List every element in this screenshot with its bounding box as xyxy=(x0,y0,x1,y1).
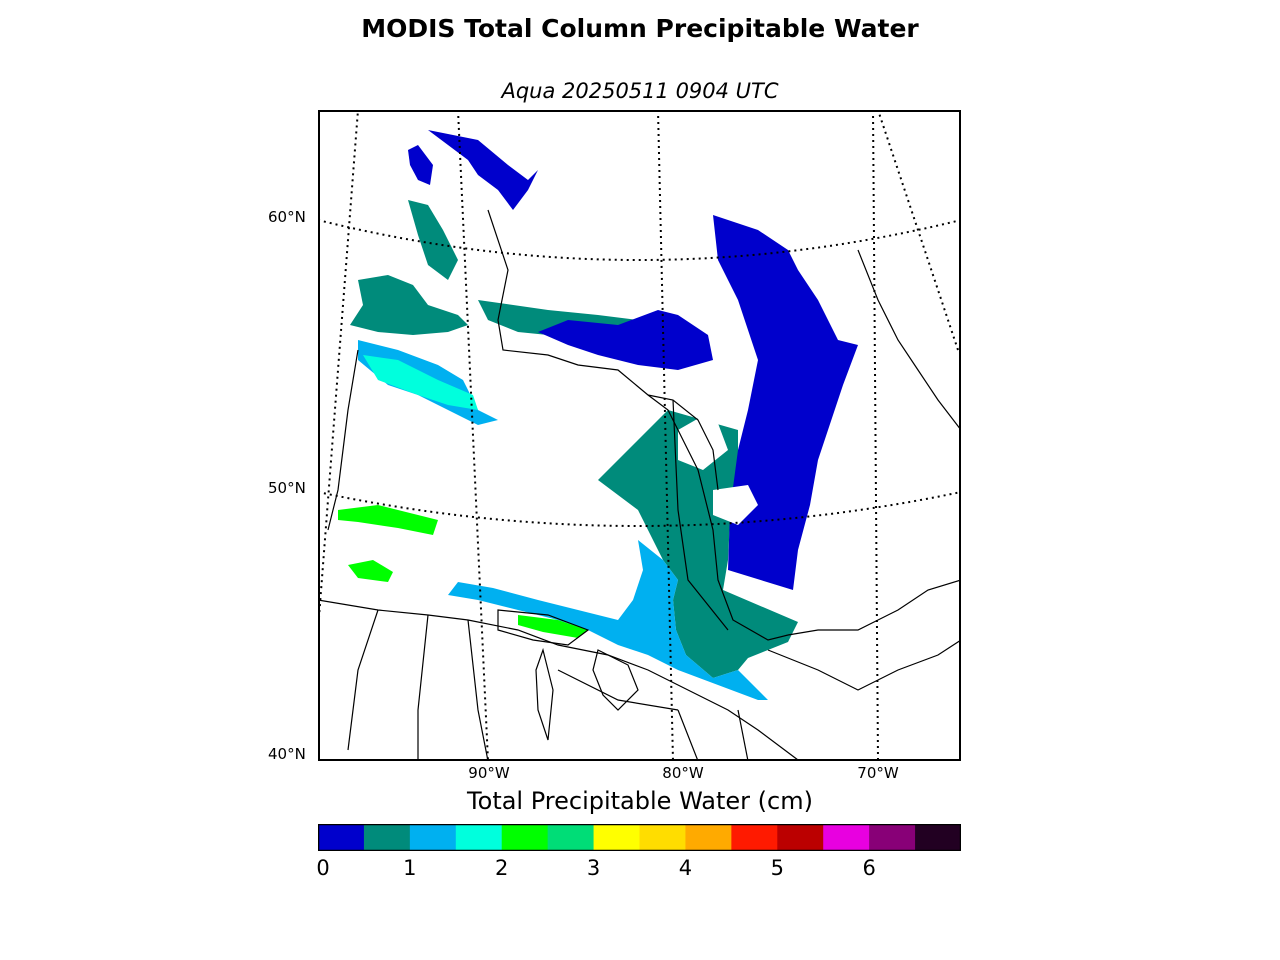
labrador-coast xyxy=(857,249,961,431)
figure-subtitle: Aqua 20250511 0904 UTC xyxy=(501,79,779,103)
colorbar-segment xyxy=(639,824,686,851)
colorbar-tick-label: 1 xyxy=(403,856,417,880)
atlantic-coast xyxy=(787,579,961,636)
colorbar-tick-label: 2 xyxy=(495,856,509,880)
swath-blue-nw xyxy=(408,145,433,185)
coastlines-and-borders xyxy=(318,209,961,761)
swath-cyan-west xyxy=(363,355,478,410)
colorbar-segment xyxy=(318,824,365,851)
swath-green-superior xyxy=(518,615,588,638)
precipitable-water-map xyxy=(318,110,961,761)
swath-teal-band xyxy=(598,410,798,678)
colorbar-segment xyxy=(869,824,916,851)
lat-label-40n: 40°N xyxy=(268,745,306,763)
swath-teal-west xyxy=(350,275,468,335)
colorbar xyxy=(318,824,961,851)
swath-green-sw xyxy=(348,560,393,582)
colorbar-segment xyxy=(593,824,640,851)
colorbar-segment xyxy=(731,824,778,851)
colorbar-segment xyxy=(547,824,595,851)
colorbar-segment xyxy=(777,824,824,851)
colorbar-tick-label: 0 xyxy=(316,856,330,880)
map-panel xyxy=(318,110,961,761)
gulf-st-lawrence xyxy=(767,639,961,691)
swath-green-minnesota xyxy=(338,505,438,535)
lon-label-70w: 70°W xyxy=(857,764,899,782)
figure-title: MODIS Total Column Precipitable Water xyxy=(361,14,919,43)
province-border-on-mb xyxy=(327,349,359,531)
graticule xyxy=(318,110,961,761)
us-canada-border xyxy=(318,599,799,761)
colorbar-border xyxy=(318,824,961,851)
lake-michigan xyxy=(535,647,554,741)
colorbar-segment xyxy=(409,824,457,851)
lon-label-90w: 90°W xyxy=(468,764,510,782)
swath-lightblue-greatlakes xyxy=(448,540,768,700)
meridian-80w xyxy=(657,110,674,761)
colorbar-segment xyxy=(363,824,411,851)
colorbar-segment xyxy=(455,824,503,851)
lat-label-50n: 50°N xyxy=(268,479,306,497)
cloud-gap xyxy=(713,485,758,525)
colorbar-segment xyxy=(823,824,870,851)
swath-teal-nw xyxy=(408,200,458,280)
parallel-50n xyxy=(318,491,961,527)
hudson-bay-coast xyxy=(487,209,789,641)
lat-label-60n: 60°N xyxy=(268,208,306,226)
james-bay-coast xyxy=(647,394,719,491)
colorbar-tick-label: 5 xyxy=(770,856,784,880)
colorbar-tick-label: 3 xyxy=(586,856,601,880)
colorbar-tick-label: 6 xyxy=(862,856,876,880)
lake-superior xyxy=(497,609,590,646)
province-border-on-qc xyxy=(672,399,729,631)
colorbar-segment xyxy=(685,824,732,851)
us-states xyxy=(347,609,749,761)
lake-huron xyxy=(592,649,639,711)
lon-label-80w: 80°W xyxy=(662,764,704,782)
map-border xyxy=(318,110,961,761)
colorbar-tick-label: 4 xyxy=(678,856,693,880)
meridian-60w xyxy=(877,110,959,351)
colorbar-segment xyxy=(501,824,549,851)
precip-swath xyxy=(338,130,858,700)
swath-blue-hudson xyxy=(538,310,713,370)
colorbar-title: Total Precipitable Water (cm) xyxy=(467,787,813,815)
parallel-60n xyxy=(318,219,961,261)
swath-blue-north xyxy=(428,130,538,210)
colorbar-segment xyxy=(915,824,961,851)
meridian-70w xyxy=(872,110,879,761)
meridian-90w xyxy=(457,110,489,761)
